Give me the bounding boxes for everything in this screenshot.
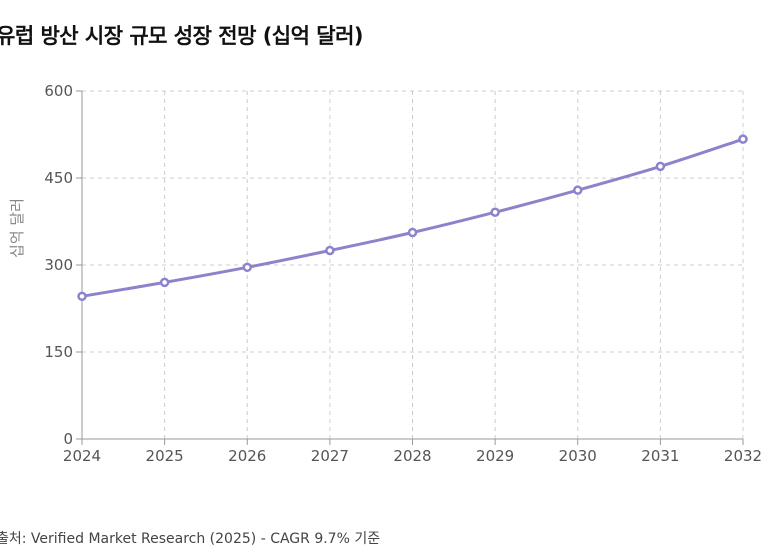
y-tick-label: 450 xyxy=(44,169,73,187)
chart-title: 유럽 방산 시장 규모 성장 전망 (십억 달러) xyxy=(0,24,364,48)
x-tick-label: 2026 xyxy=(228,447,266,465)
data-point xyxy=(407,227,418,238)
data-point xyxy=(490,207,500,217)
chart-axes xyxy=(76,90,744,445)
x-tick-label: 2030 xyxy=(559,447,597,465)
x-tick-label: 2031 xyxy=(641,447,679,465)
x-tick-label: 2028 xyxy=(393,447,431,465)
data-point xyxy=(655,161,666,172)
data-point xyxy=(77,291,87,302)
data-point xyxy=(738,134,748,144)
y-tick-label: 300 xyxy=(44,256,73,274)
series-line xyxy=(80,137,745,298)
x-tick-label: 2027 xyxy=(311,447,349,465)
x-tick-label: 2024 xyxy=(63,447,101,465)
series-layer xyxy=(77,134,748,302)
x-tick-label: 2032 xyxy=(724,447,762,465)
y-tick-label: 600 xyxy=(44,82,73,100)
data-point xyxy=(325,245,335,256)
grid-lines xyxy=(82,90,744,439)
data-point xyxy=(159,277,170,288)
y-tick-label: 150 xyxy=(44,343,73,361)
tick-labels: 0 150 300 450 600 2024 2025 2026 2027 2028 2029 203… xyxy=(44,82,762,465)
data-point xyxy=(573,185,583,195)
y-tick-label: 0 xyxy=(63,430,73,448)
x-tick-label: 2029 xyxy=(476,447,514,465)
data-point xyxy=(242,262,252,273)
source-note: 출처: Verified Market Research (2025) - CA… xyxy=(0,531,381,547)
y-axis-title: 십억 달러 xyxy=(8,198,26,258)
x-tick-label: 2025 xyxy=(146,447,184,465)
